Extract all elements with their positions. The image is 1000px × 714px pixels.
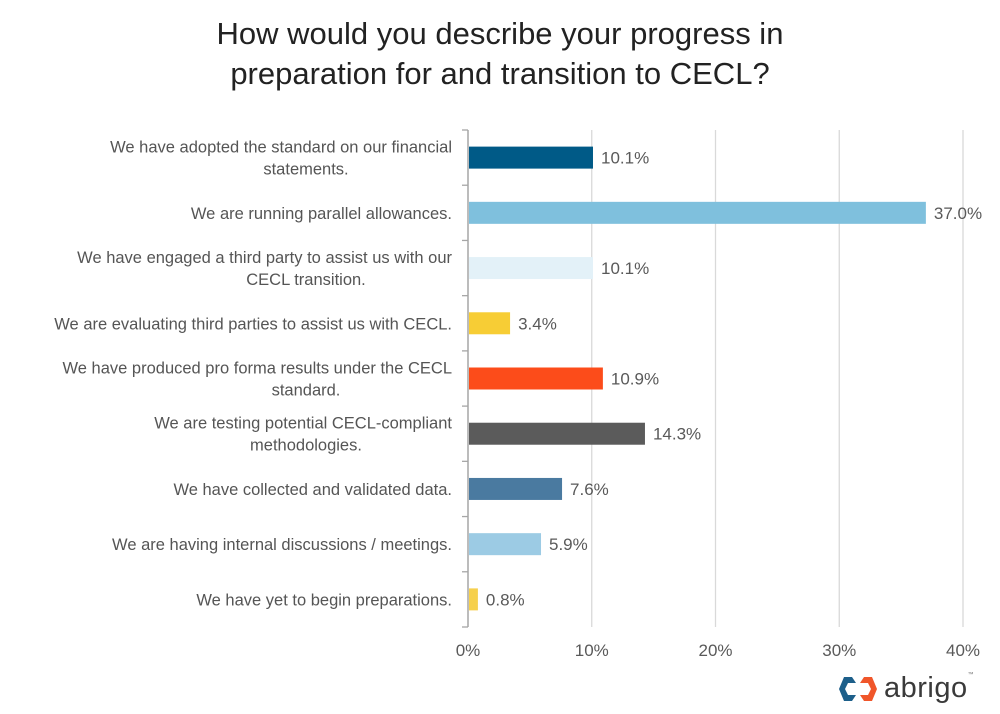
bar — [469, 257, 593, 280]
trademark: ™ — [967, 672, 974, 678]
abrigo-logo-icon — [839, 676, 877, 701]
bar — [469, 146, 593, 169]
category-label: CECL transition. — [246, 271, 366, 289]
data-label: 5.9% — [549, 535, 588, 554]
category-label: methodologies. — [250, 437, 362, 455]
category-label: We are evaluating third parties to assis… — [54, 315, 452, 333]
category-label: statements. — [263, 161, 348, 179]
category-label: We have engaged a third party to assist … — [77, 249, 452, 267]
data-label: 10.1% — [601, 259, 649, 278]
data-label: 3.4% — [518, 314, 557, 333]
bar — [469, 588, 478, 611]
data-label: 10.9% — [611, 370, 659, 389]
chart-title: How would you describe your progress in … — [0, 14, 1000, 94]
category-label: We have collected and validated data. — [173, 481, 452, 499]
bar — [469, 312, 511, 335]
bar — [469, 201, 926, 224]
category-label: We have produced pro forma results under… — [63, 360, 452, 378]
data-label: 14.3% — [653, 425, 701, 444]
category-label: We are testing potential CECL-compliant — [154, 415, 452, 433]
x-tick-label: 40% — [946, 641, 980, 660]
x-tick-label: 20% — [698, 641, 732, 660]
x-tick-label: 0% — [456, 641, 481, 660]
category-label: We have adopted the standard on our fina… — [110, 139, 452, 157]
x-tick-label: 10% — [575, 641, 609, 660]
bar — [469, 367, 603, 390]
data-label: 7.6% — [570, 480, 609, 499]
data-label: 10.1% — [601, 149, 649, 168]
category-label: We are having internal discussions / mee… — [112, 536, 452, 554]
chart-title-line-2: preparation for and transition to CECL? — [230, 56, 770, 91]
data-label: 37.0% — [934, 204, 982, 223]
category-label: We have yet to begin preparations. — [196, 591, 452, 609]
bar — [469, 533, 542, 556]
bar — [469, 422, 645, 445]
bar — [469, 477, 563, 500]
abrigo-logo-text: abrigo — [884, 672, 968, 704]
category-label: standard. — [272, 382, 341, 400]
x-tick-label: 30% — [822, 641, 856, 660]
chart-title-line-1: How would you describe your progress in — [216, 16, 784, 51]
abrigo-logo: abrigo ™ — [838, 672, 974, 705]
data-label: 0.8% — [486, 590, 525, 609]
category-label: We are running parallel allowances. — [191, 205, 452, 223]
